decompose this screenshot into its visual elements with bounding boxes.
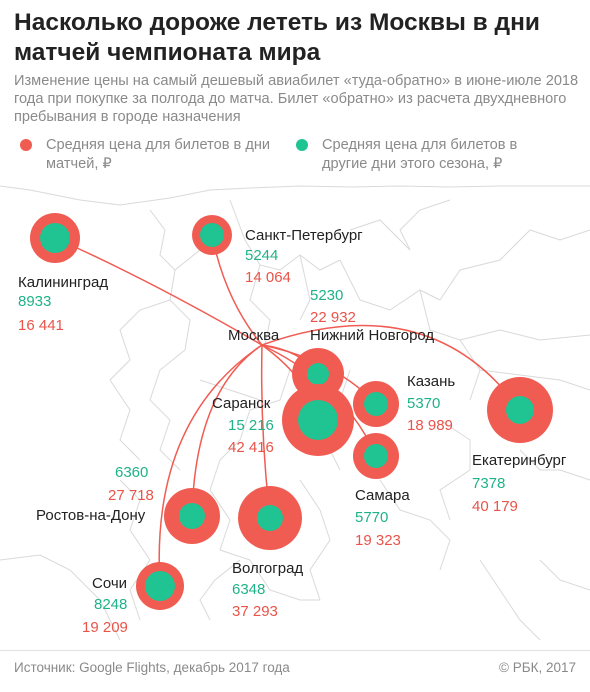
other-price: 8248 bbox=[94, 596, 127, 613]
other-price: 5370 bbox=[407, 395, 440, 412]
other-price: 6360 bbox=[115, 464, 148, 481]
city-kaliningrad[interactable] bbox=[30, 213, 80, 263]
route-ekb bbox=[261, 324, 521, 411]
source-note: Источник: Google Flights, декабрь 2017 г… bbox=[14, 660, 290, 675]
match-price: 22 932 bbox=[310, 309, 356, 326]
city-name: Волгоград bbox=[232, 560, 303, 577]
labels: Москва Калининград 8933 16 441 Санкт-Пет… bbox=[18, 227, 567, 636]
match-price: 27 718 bbox=[108, 487, 154, 504]
other-price-bubble bbox=[506, 396, 534, 424]
city-name: Сочи bbox=[92, 575, 127, 592]
origin-label: Москва bbox=[228, 327, 280, 344]
other-price-bubble bbox=[145, 571, 175, 601]
other-price-bubble bbox=[257, 505, 283, 531]
city-name: Ростов-на-Дону bbox=[36, 507, 146, 524]
other-price: 5244 bbox=[245, 247, 278, 264]
other-price: 8933 bbox=[18, 293, 51, 310]
route-rostov bbox=[191, 344, 263, 517]
legend-label-other: Средняя цена для билетов в другие дни эт… bbox=[322, 137, 518, 172]
city-rostov[interactable] bbox=[164, 488, 220, 544]
other-price: 6348 bbox=[232, 581, 265, 598]
match-price: 14 064 bbox=[245, 269, 291, 286]
other-price: 7378 bbox=[472, 475, 505, 492]
other-price-bubble bbox=[307, 363, 329, 385]
city-sochi[interactable] bbox=[136, 562, 184, 610]
legend-green-dot-icon bbox=[296, 139, 308, 151]
page-title: Насколько дороже лететь из Москвы в дни … bbox=[14, 9, 540, 66]
subtitle: Изменение цены на самый дешевый авиабиле… bbox=[14, 73, 579, 125]
city-ekaterinburg[interactable] bbox=[487, 377, 553, 443]
match-price: 40 179 bbox=[472, 498, 518, 515]
footer-divider bbox=[0, 650, 590, 651]
match-price: 19 323 bbox=[355, 532, 401, 549]
route-sochi bbox=[158, 344, 263, 587]
city-samara[interactable] bbox=[353, 433, 399, 479]
other-price: 15 216 bbox=[228, 417, 274, 434]
other-price-bubble bbox=[364, 392, 388, 416]
match-price: 42 416 bbox=[228, 439, 274, 456]
city-saransk[interactable] bbox=[282, 384, 354, 456]
other-price-bubble bbox=[40, 223, 70, 253]
city-name: Казань bbox=[407, 373, 455, 390]
city-volgograd[interactable] bbox=[238, 486, 302, 550]
match-price: 18 989 bbox=[407, 417, 453, 434]
other-price: 5770 bbox=[355, 509, 388, 526]
city-name: Санкт-Петербург bbox=[245, 227, 363, 244]
other-price: 5230 bbox=[310, 287, 343, 304]
city-name: Саранск bbox=[212, 395, 271, 412]
region-borders bbox=[0, 185, 590, 641]
other-price-bubble bbox=[200, 223, 224, 247]
city-name: Нижний Новгород bbox=[310, 327, 434, 344]
city-name: Екатеринбург bbox=[472, 452, 567, 469]
other-price-bubble bbox=[364, 444, 388, 468]
route-kaliningrad bbox=[54, 237, 263, 346]
city-kazan[interactable] bbox=[353, 381, 399, 427]
city-spb[interactable] bbox=[192, 215, 232, 255]
copyright: © РБК, 2017 bbox=[499, 660, 576, 675]
city-name: Самара bbox=[355, 487, 410, 504]
match-price: 16 441 bbox=[18, 317, 64, 334]
bubbles bbox=[30, 213, 553, 610]
other-price-bubble bbox=[179, 503, 205, 529]
other-price-bubble bbox=[298, 400, 338, 440]
match-price: 19 209 bbox=[82, 619, 128, 636]
match-price: 37 293 bbox=[232, 603, 278, 620]
legend-red-dot-icon bbox=[20, 139, 32, 151]
city-name: Калининград bbox=[18, 274, 108, 291]
legend-label-match: Средняя цена для билетов в дни матчей, ₽ bbox=[46, 137, 271, 172]
